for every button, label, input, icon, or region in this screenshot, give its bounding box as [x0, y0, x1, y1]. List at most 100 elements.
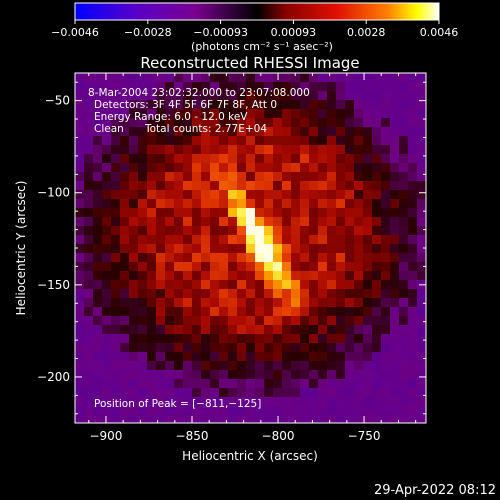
- heatmap-cell: [156, 361, 166, 371]
- heatmap-cell: [381, 352, 391, 362]
- heatmap-cell: [228, 280, 238, 290]
- heatmap-cell: [210, 280, 220, 290]
- heatmap-cell: [75, 271, 85, 281]
- heatmap-cell: [246, 262, 256, 272]
- heatmap-cell: [201, 406, 211, 416]
- heatmap-cell: [75, 73, 85, 83]
- heatmap-cell: [84, 307, 94, 317]
- heatmap-cell: [390, 172, 400, 182]
- heatmap-cell: [354, 370, 364, 380]
- heatmap-cell: [75, 127, 85, 137]
- heatmap-cell: [156, 280, 166, 290]
- heatmap-cell: [147, 271, 157, 281]
- heatmap-cell: [300, 181, 310, 191]
- heatmap-cell: [372, 199, 382, 209]
- heatmap-cell: [93, 298, 103, 308]
- heatmap-cell: [138, 208, 148, 218]
- heatmap-cell: [237, 370, 247, 380]
- heatmap-cell: [417, 82, 426, 92]
- heatmap-cell: [399, 217, 409, 227]
- heatmap-cell: [363, 361, 373, 371]
- heatmap-cell: [264, 163, 274, 173]
- heatmap-cell: [165, 118, 175, 128]
- heatmap-cell: [399, 100, 409, 110]
- heatmap-cell: [309, 163, 319, 173]
- heatmap-cell: [291, 352, 301, 362]
- heatmap-cell: [264, 334, 274, 344]
- heatmap-cell: [408, 190, 418, 200]
- heatmap-cell: [246, 109, 256, 119]
- heatmap-cell: [183, 298, 193, 308]
- heatmap-cell: [237, 406, 247, 416]
- heatmap-cell: [399, 136, 409, 146]
- heatmap-cell: [210, 154, 220, 164]
- heatmap-cell: [228, 253, 238, 263]
- heatmap-cell: [255, 82, 265, 92]
- heatmap-cell: [372, 109, 382, 119]
- heatmap-cell: [210, 289, 220, 299]
- y-axis: −50−100−150−200: [37, 81, 426, 415]
- heatmap-cell: [390, 289, 400, 299]
- heatmap-cell: [156, 109, 166, 119]
- heatmap-cell: [264, 154, 274, 164]
- heatmap-cell: [192, 334, 202, 344]
- heatmap-cell: [75, 154, 85, 164]
- heatmap-cell: [291, 253, 301, 263]
- heatmap-cell: [255, 343, 265, 353]
- heatmap-cell: [345, 154, 355, 164]
- heatmap-cell: [102, 271, 112, 281]
- heatmap-cell: [336, 217, 346, 227]
- heatmap-cell: [345, 181, 355, 191]
- heatmap-cell: [192, 82, 202, 92]
- heatmap-cell: [102, 370, 112, 380]
- heatmap-cell: [372, 397, 382, 407]
- heatmap-cell: [102, 415, 112, 423]
- heatmap-cell: [219, 298, 229, 308]
- heatmap-cell: [354, 361, 364, 371]
- heatmap-cell: [417, 100, 426, 110]
- heatmap-cell: [183, 253, 193, 263]
- heatmap-cell: [417, 136, 426, 146]
- heatmap-cell: [201, 289, 211, 299]
- heatmap-cell: [291, 316, 301, 326]
- heatmap-cell: [318, 280, 328, 290]
- heatmap-cell: [417, 271, 426, 281]
- heatmap-cell: [381, 73, 391, 83]
- heatmap-cell: [318, 352, 328, 362]
- heatmap-cell: [93, 352, 103, 362]
- heatmap-cell: [372, 343, 382, 353]
- heatmap-cell: [273, 406, 283, 416]
- heatmap-cell: [408, 100, 418, 110]
- heatmap-cell: [327, 253, 337, 263]
- heatmap-cell: [381, 91, 391, 101]
- heatmap-cell: [363, 82, 373, 92]
- heatmap-cell: [246, 271, 256, 281]
- heatmap-cell: [93, 262, 103, 272]
- heatmap-cell: [210, 235, 220, 245]
- heatmap-cell: [183, 307, 193, 317]
- heatmap-cell: [345, 361, 355, 371]
- heatmap-cell: [138, 397, 148, 407]
- heatmap-cell: [147, 208, 157, 218]
- heatmap-cell: [300, 316, 310, 326]
- heatmap-cell: [111, 280, 121, 290]
- heatmap-cell: [417, 163, 426, 173]
- heatmap-cell: [219, 190, 229, 200]
- heatmap-cell: [183, 388, 193, 398]
- heatmap-cell: [156, 307, 166, 317]
- heatmap-cell: [75, 298, 85, 308]
- heatmap-cell: [201, 415, 211, 423]
- heatmap-cell: [291, 82, 301, 92]
- heatmap-cell: [129, 388, 139, 398]
- heatmap-cell: [390, 388, 400, 398]
- heatmap-cell: [138, 217, 148, 227]
- heatmap-cell: [156, 73, 166, 83]
- heatmap-cell: [273, 145, 283, 155]
- heatmap-cell: [219, 271, 229, 281]
- heatmap-cell: [228, 127, 238, 137]
- heatmap-cell: [84, 298, 94, 308]
- heatmap-cell: [282, 262, 292, 272]
- heatmap-cell: [309, 262, 319, 272]
- heatmap-cell: [111, 127, 121, 137]
